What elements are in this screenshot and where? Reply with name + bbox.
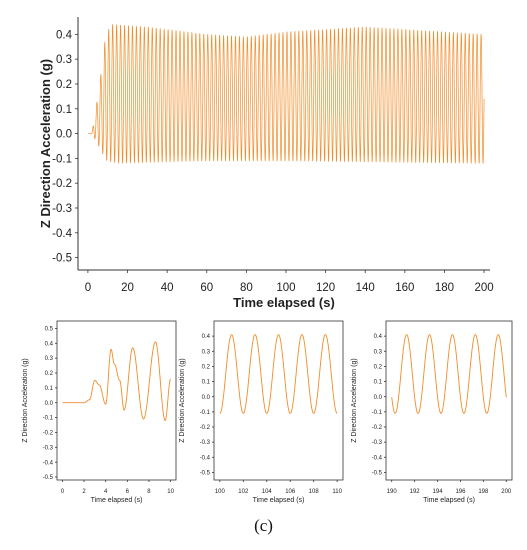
chart-panel-2: 0 2 4 6 8 10 0.5 0.4 0.3 0.2 0.1 0.0 -0.1 -0.2 -0.3 -0.… [22,320,177,504]
y-tick-label: 0.3 [202,349,211,355]
chart-panel-1: 0 20 40 60 80 100 120 140 160 180 200 0.4 0.3 0.2 0.1 0… [38,17,494,310]
series-line [87,24,485,164]
y-tick-label: -0.3 [43,445,54,451]
x-axis-label: Time elapsed (s) [253,497,305,504]
y-tick-label: -0.5 [200,471,211,477]
x-tick-label: 10 [167,489,174,495]
y-tick-label: 0.0 [202,395,211,401]
x-tick-label: 100 [276,282,295,294]
x-tick-label: 108 [309,489,320,495]
x-tick-label: 106 [285,489,296,495]
x-tick-label: 194 [433,489,444,495]
y-tick-label: 0.2 [374,365,383,371]
y-tick-label: -0.4 [52,228,72,240]
x-tick-label: 104 [262,489,273,495]
x-tick-label: 200 [474,282,493,294]
y-tick-label: -0.1 [372,410,383,416]
y-tick-label: 0.1 [45,386,54,392]
y-tick-label: 0.4 [202,334,211,340]
chart-panel-4: 190 192 194 196 198 200 0.4 0.3 0.2 0.1 0.0 -0.1 -0.… [351,320,513,504]
y-tick-label: -0.1 [200,410,211,416]
x-axis-label: Time elapsed (s) [423,497,475,504]
y-tick-label: 0.3 [56,54,72,66]
y-tick-label: 0.2 [202,365,211,371]
y-tick-label: -0.4 [43,460,54,466]
x-tick-label: 80 [240,282,253,294]
x-tick-label: 102 [238,489,249,495]
y-axis-label: Z Direction Acceleration (g) [351,358,358,442]
y-tick-label: 0.0 [45,401,54,407]
y-tick-label: -0.2 [43,431,54,437]
x-tick-label: 196 [455,489,466,495]
plot-frame [213,320,344,481]
x-tick-label: 120 [316,282,335,294]
y-tick-label: -0.3 [372,440,383,446]
y-tick-label: -0.5 [43,475,54,481]
y-tick-label: 0.3 [45,356,54,362]
y-tick-label: 0.1 [56,104,72,116]
plot-frame [56,320,177,481]
y-tick-label: 0.1 [374,380,383,386]
y-tick-label: 0.3 [374,349,383,355]
x-tick-label: 100 [215,489,226,495]
y-axis-label: Z Direction Acceleration (g) [38,59,53,228]
y-tick-label: -0.1 [52,153,72,165]
x-tick-label: 0 [85,282,91,294]
y-tick-label: -0.5 [52,253,72,265]
chart-panel-3: 100 102 104 106 108 110 0.4 0.3 0.2 0.1 0.0 -0.1 -0.… [179,320,344,504]
y-axis-label: Z Direction Acceleration (g) [179,358,186,442]
y-tick-label: 0.0 [374,395,383,401]
series-line [62,341,171,422]
x-tick-label: 110 [332,489,342,495]
figure-caption: (c) [254,516,273,535]
y-tick-label: -0.2 [52,178,72,190]
y-tick-label: 0.5 [45,327,54,333]
y-tick-label: -0.2 [200,425,211,431]
x-tick-label: 200 [501,489,512,495]
plot-frame [385,320,513,481]
x-tick-label: 60 [200,282,213,294]
y-tick-label: -0.1 [43,416,54,422]
x-tick-label: 198 [478,489,489,495]
y-tick-label: 0.2 [45,371,54,377]
y-tick-label: -0.4 [372,455,383,461]
x-tick-label: 40 [161,282,174,294]
x-tick-label: 160 [395,282,414,294]
y-tick-label: 0.4 [45,341,54,347]
y-tick-label: 0.0 [56,129,72,141]
x-axis-label: Time elapsed (s) [91,497,143,504]
y-tick-label: -0.2 [372,425,383,431]
y-tick-label: 0.4 [56,29,73,41]
x-tick-label: 20 [121,282,134,294]
x-tick-label: 180 [435,282,454,294]
y-tick-label: -0.3 [52,203,72,215]
x-tick-label: 192 [410,489,421,495]
x-tick-label: 2 [82,489,86,495]
y-tick-label: 0.4 [374,334,383,340]
x-tick-label: 6 [126,489,130,495]
x-tick-label: 190 [387,489,398,495]
x-axis-label: Time elapsed (s) [233,295,335,310]
x-tick-label: 0 [61,489,65,495]
x-tick-label: 140 [356,282,375,294]
series-line [391,334,507,414]
y-tick-label: 0.1 [202,380,211,386]
y-axis-label: Z Direction Acceleration (g) [22,358,29,442]
y-tick-label: -0.5 [372,471,383,477]
series-line [219,334,338,414]
x-tick-label: 8 [147,489,151,495]
y-tick-label: -0.3 [200,440,211,446]
y-tick-label: -0.4 [200,455,211,461]
y-tick-label: 0.2 [56,79,72,91]
x-tick-label: 4 [104,489,108,495]
